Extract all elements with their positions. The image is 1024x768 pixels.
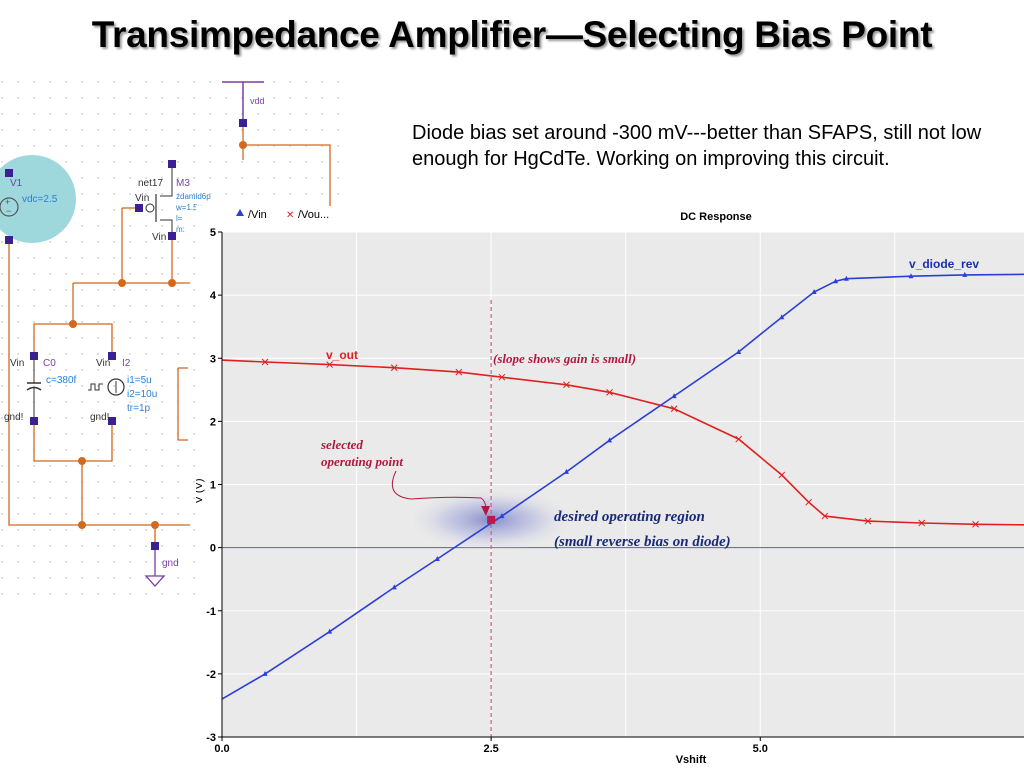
m3-gate-vin: Vin: [135, 193, 149, 204]
m3-multiplier: m:: [176, 225, 185, 234]
vdd-wire: [239, 127, 331, 232]
desired-region-annotation: desired operating region: [554, 509, 705, 525]
data-point-v_diode_rev: [811, 288, 817, 294]
y-tick-label: -2: [206, 669, 216, 681]
plot-axes: -3 -2 -1 0 1 2 3 4 5 0.0 2.5 5.0: [206, 227, 1024, 755]
data-point-v_diode_rev: [908, 273, 914, 279]
selected-annotation-line1: selected: [320, 437, 363, 452]
data-point-v_out: [918, 519, 926, 527]
net17-label: net17: [138, 178, 163, 189]
i2-tr: tr=1p: [127, 403, 151, 414]
y-tick-label: 0: [210, 543, 216, 555]
selected-point-marker: [487, 515, 496, 524]
c0-vin: Vin: [10, 358, 24, 369]
legend-vin-label: /Vin: [248, 209, 267, 221]
data-point-v_out: [326, 361, 334, 368]
data-point-v_diode_rev: [833, 278, 839, 284]
data-point-v_out: [805, 498, 813, 506]
data-point-v_diode_rev: [262, 670, 268, 676]
c0-gnd: gnd!: [4, 412, 23, 423]
legend-vout-label: /Vou...: [298, 209, 329, 221]
v-out-label: v_out: [326, 348, 358, 362]
m3-length: l=: [176, 214, 183, 223]
y-tick-label: 1: [210, 480, 216, 492]
x-tick-label: 0.0: [214, 743, 229, 755]
selected-arrowhead: [481, 506, 490, 516]
data-point-v_diode_rev: [563, 468, 569, 474]
legend-vin-marker: [236, 209, 244, 216]
data-point-v_out: [821, 512, 829, 520]
chart-title: DC Response: [680, 211, 752, 223]
slide-note: Diode bias set around -300 mV---better t…: [412, 122, 982, 170]
y-tick-label: 2: [210, 416, 216, 428]
slide-title: Transimpedance Amplifier—Selecting Bias …: [91, 14, 933, 55]
data-point-v_out: [972, 520, 979, 528]
slope-annotation: (slope shows gain is small): [493, 351, 636, 366]
data-point-v_out: [670, 405, 678, 413]
data-point-v_out: [864, 517, 872, 525]
i2-gnd: gnd!: [90, 412, 109, 423]
y-tick-label: 3: [210, 353, 216, 365]
data-point-v_out: [778, 471, 786, 479]
vdd-pin: vdd: [222, 81, 265, 127]
i2-current-source: Vin I2 i1=5u i2=10u tr=1p gnd!: [88, 352, 157, 425]
svg-text:−: −: [6, 206, 11, 216]
data-point-v_diode_rev: [671, 393, 677, 399]
x-tick-label: 2.5: [483, 743, 498, 755]
data-point-v_out: [261, 358, 269, 366]
y-tick-label: 4: [210, 290, 217, 302]
vdd-label: vdd: [250, 96, 265, 106]
i2-i2: i2=10u: [127, 389, 157, 400]
i2-vin: Vin: [96, 358, 110, 369]
data-point-v_diode_rev: [843, 275, 849, 281]
v1-highlight: [0, 155, 76, 243]
data-point-v_diode_rev: [499, 513, 505, 519]
data-point-v_diode_rev: [327, 628, 333, 634]
v1-source: + − V1 vdc=2.5: [0, 169, 190, 526]
dc-response-chart: -3 -2 -1 0 1 2 3 4 5 0.0 2.5 5.0 DC Response Vshift…: [196, 206, 1024, 768]
m3-model: zdamld6p: [176, 192, 211, 201]
m3-label: M3: [176, 178, 190, 189]
net-wires: [33, 279, 190, 529]
m3-width: w=1.5u: [175, 203, 202, 212]
data-point-v_out: [563, 381, 570, 389]
c0-label: C0: [43, 358, 56, 369]
m3-transistor: net17 M3 Vin Vin zdamld6p w=1.5u l= m:: [121, 160, 211, 283]
data-point-v_diode_rev: [779, 314, 785, 320]
data-point-v_out: [455, 368, 463, 376]
y-axis-label: V (V): [196, 478, 205, 503]
data-point-v_out: [735, 435, 743, 443]
svg-text:+: +: [5, 197, 10, 207]
data-point-v_diode_rev: [962, 271, 968, 277]
selected-arrow: [391, 470, 487, 511]
c0-value: c=380f: [46, 375, 77, 386]
legend-vout-marker: ✕: [286, 210, 294, 221]
x-tick-label: 5.0: [753, 743, 768, 755]
i2-label: I2: [122, 358, 131, 369]
i2-i1: i1=5u: [127, 375, 152, 386]
x-axis-label: Vshift: [676, 754, 707, 766]
data-point-v_out: [498, 373, 506, 381]
selected-annotation-line2: operating point: [321, 454, 403, 469]
v1-vdc: vdc=2.5: [22, 194, 58, 205]
y-tick-label: 5: [210, 227, 216, 239]
data-point-v_out: [390, 364, 398, 372]
data-point-v_diode_rev: [607, 437, 613, 443]
y-tick-label: -3: [206, 732, 216, 744]
c0-capacitor: Vin C0 c=380f gnd!: [4, 352, 77, 425]
v-diode-rev-label: v_diode_rev: [909, 257, 979, 271]
gnd-symbol: gnd: [144, 525, 179, 587]
gnd-label: gnd: [162, 558, 179, 569]
m3-source-vin: Vin: [152, 232, 166, 243]
data-point-v_out: [606, 388, 613, 396]
data-point-v_diode_rev: [391, 584, 397, 590]
y-tick-label: -1: [206, 606, 216, 618]
series-layer: [221, 271, 1024, 700]
v1-label: V1: [10, 178, 23, 189]
data-point-v_diode_rev: [434, 555, 440, 561]
data-point-v_diode_rev: [736, 348, 742, 354]
small-reverse-bias-annotation: (small reverse bias on diode): [554, 534, 731, 550]
legend: /Vin ✕ /Vou...: [236, 209, 329, 221]
